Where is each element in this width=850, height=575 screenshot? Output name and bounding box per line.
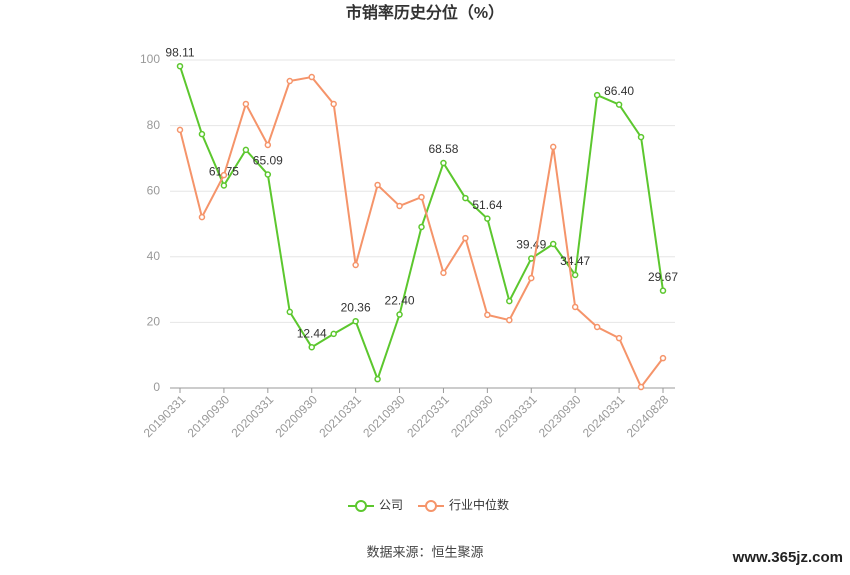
- y-tick-label: 0: [153, 380, 160, 394]
- x-tick-label: 20210930: [360, 392, 408, 440]
- point: [374, 375, 381, 383]
- x-tick-label: 20240828: [624, 392, 672, 440]
- x-tick-label: 20240331: [580, 392, 628, 440]
- point: [396, 202, 403, 210]
- data-label: 20.36: [341, 300, 371, 314]
- data-label: 22.40: [385, 294, 415, 308]
- point: [528, 255, 535, 262]
- point: [198, 130, 206, 138]
- x-tick-label: 20230331: [492, 392, 540, 440]
- point: [176, 62, 184, 70]
- chart-title: 市销率历史分位（%）: [346, 3, 504, 22]
- point: [352, 317, 359, 325]
- data-label: 34.47: [560, 254, 590, 268]
- point: [286, 308, 294, 316]
- data-label: 12.44: [297, 326, 327, 340]
- x-tick-label: 20210331: [316, 392, 364, 440]
- y-tick-label: 40: [147, 249, 161, 263]
- point: [571, 271, 579, 279]
- point: [506, 316, 513, 324]
- point: [220, 182, 228, 189]
- data-label: 86.40: [604, 84, 634, 98]
- point: [352, 261, 359, 269]
- source: 数据来源：恒生聚源: [366, 544, 483, 559]
- point: [484, 215, 491, 222]
- point: [462, 234, 469, 242]
- point: [176, 126, 184, 134]
- data-label: 29.67: [648, 270, 678, 284]
- y-tick-label: 80: [147, 118, 161, 132]
- point: [593, 323, 601, 331]
- point: [528, 274, 535, 282]
- point: [264, 171, 272, 178]
- data-label: 51.64: [472, 198, 502, 212]
- x-tick-label: 20200331: [229, 392, 277, 440]
- x-tick-label: 20190930: [185, 392, 233, 440]
- point: [242, 100, 250, 108]
- x-tick-label: 20220930: [448, 392, 496, 440]
- legend-label: 行业中位数: [449, 497, 509, 512]
- point: [484, 311, 491, 319]
- y-tick-label: 60: [147, 183, 161, 197]
- point: [242, 146, 250, 154]
- legend-marker: [355, 500, 367, 512]
- point: [330, 330, 337, 338]
- point: [330, 100, 337, 108]
- point: [308, 73, 315, 81]
- legend-label: 公司: [379, 498, 403, 512]
- point: [659, 354, 667, 362]
- data-label: 68.58: [428, 142, 458, 156]
- watermark: www.365jz.com: [732, 549, 843, 566]
- x-tick-label: 20220331: [404, 392, 452, 440]
- data-label: 39.49: [516, 238, 546, 252]
- point: [418, 193, 425, 201]
- point: [615, 101, 623, 108]
- point: [220, 171, 228, 179]
- point: [440, 159, 447, 167]
- point: [308, 343, 315, 351]
- legend-marker: [425, 500, 437, 512]
- point: [637, 383, 645, 391]
- point: [462, 194, 469, 202]
- point: [506, 297, 513, 305]
- point: [198, 213, 206, 221]
- series-line: [179, 75, 664, 389]
- point: [396, 311, 403, 318]
- series-line: [179, 65, 664, 383]
- point: [440, 269, 447, 277]
- data-label: 65.09: [253, 154, 283, 168]
- point: [593, 91, 601, 99]
- data-label: 98.11: [165, 45, 194, 59]
- x-tick-label: 20230930: [536, 392, 584, 440]
- x-tick-label: 20190331: [141, 392, 189, 440]
- point: [264, 141, 272, 149]
- point: [615, 334, 623, 342]
- point: [549, 143, 557, 151]
- point: [637, 133, 645, 141]
- point: [549, 240, 557, 248]
- point: [286, 77, 294, 85]
- x-tick-label: 20200930: [272, 392, 320, 440]
- y-tick-label: 20: [147, 315, 161, 329]
- point: [374, 181, 381, 189]
- point: [571, 303, 579, 311]
- y-tick-label: 100: [140, 52, 160, 66]
- point: [659, 287, 667, 294]
- point: [418, 223, 425, 231]
